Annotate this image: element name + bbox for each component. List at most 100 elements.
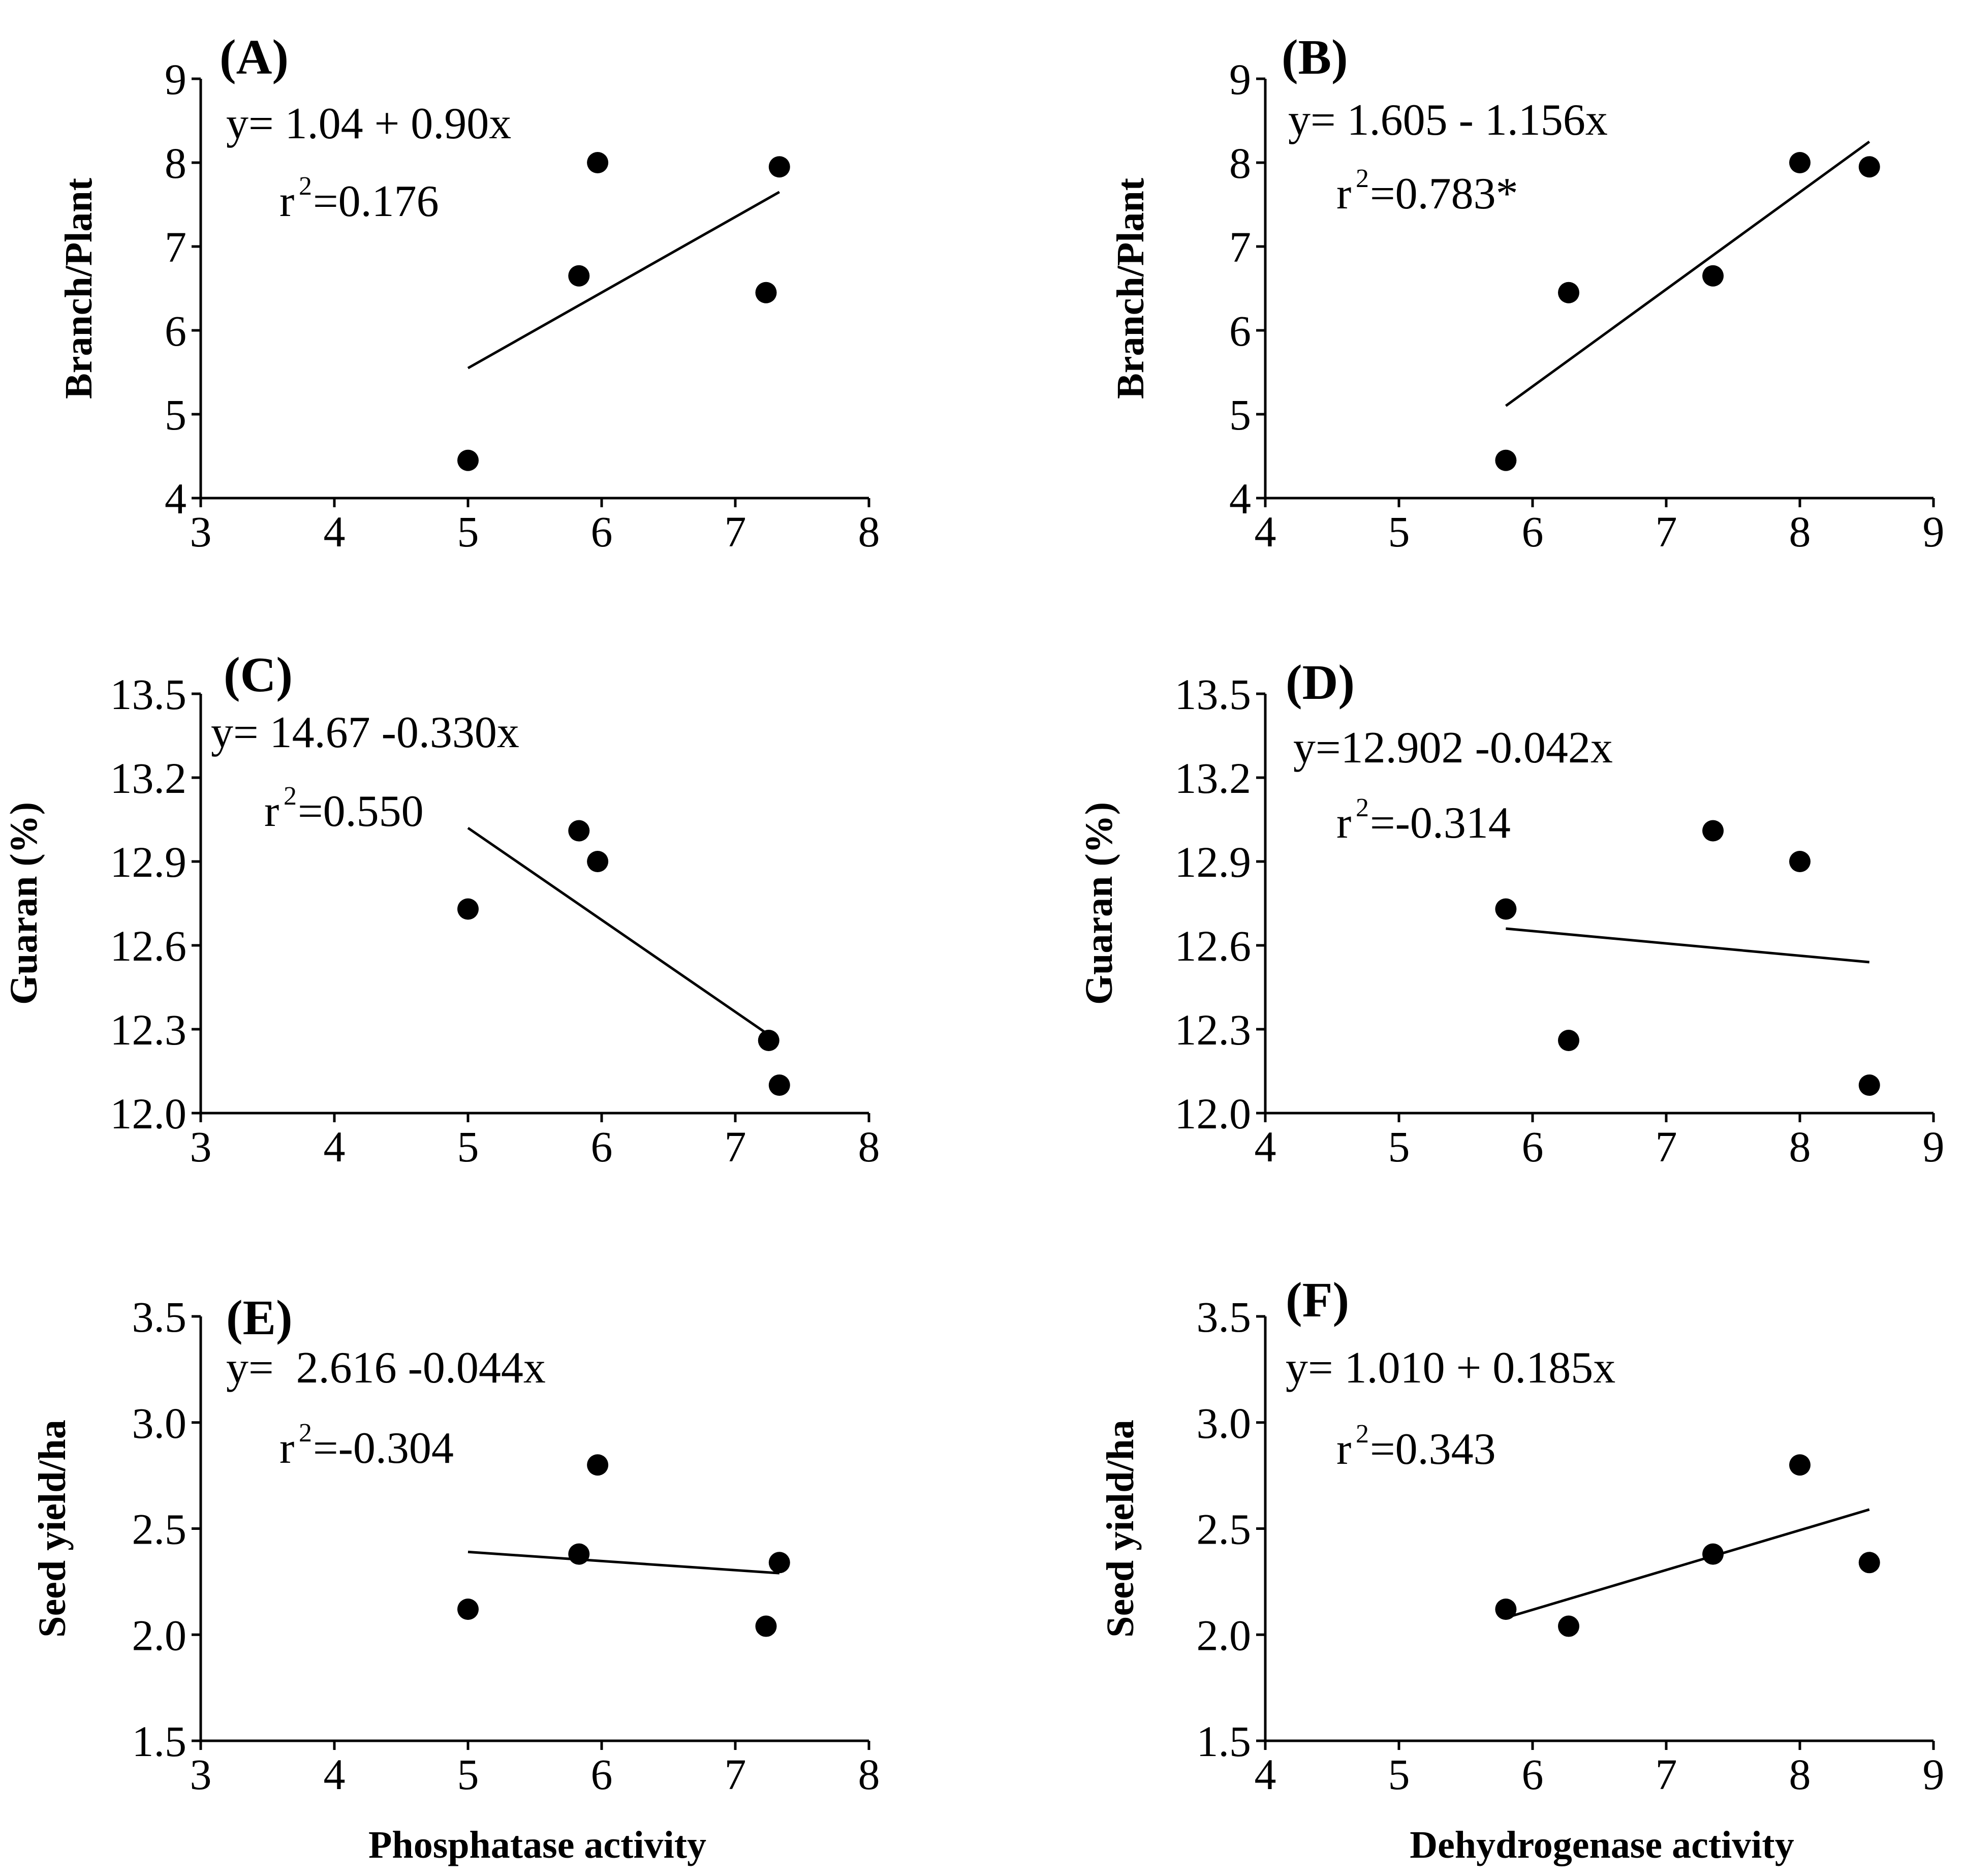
x-tick-label: 5 <box>1388 507 1410 556</box>
y-tick-label: 9 <box>1229 55 1251 104</box>
regression-equation: y= 1.04 + 0.90x <box>226 99 511 148</box>
x-tick-label: 5 <box>457 1122 479 1171</box>
y-axis-title: Branch/Plant <box>57 178 100 399</box>
r-squared-value: =0.343 <box>1370 1425 1496 1474</box>
regression-line <box>467 191 781 370</box>
r-squared-value: =-0.314 <box>1370 798 1511 848</box>
data-point <box>1858 1074 1880 1096</box>
y-tick-label: 13.5 <box>1175 670 1252 719</box>
data-point <box>1858 156 1880 178</box>
regression-line <box>467 826 770 1036</box>
y-axis-title: Branch/Plant <box>1109 178 1152 399</box>
panel-label: (C) <box>224 648 293 702</box>
x-tick-label: 3 <box>190 507 212 556</box>
data-point <box>1789 1454 1811 1476</box>
r-symbol: r <box>279 177 294 226</box>
x-tick-label: 6 <box>1522 1122 1544 1171</box>
y-tick-label: 4 <box>165 474 186 523</box>
r-symbol: r <box>264 787 279 836</box>
x-tick-label: 9 <box>1923 1122 1945 1171</box>
scatter-panel: 4 5 6 7 8 9 1.5 2.0 2.5 3.0 3.5 (F) y= 1.010 + 0.185… <box>1099 1273 1945 1866</box>
data-point <box>1558 1030 1580 1051</box>
x-tick-label: 5 <box>1388 1750 1410 1799</box>
y-axis-title: Guaran (%) <box>3 802 45 1005</box>
data-point <box>768 1552 790 1574</box>
y-tick-label: 1.5 <box>132 1717 187 1766</box>
y-tick-label: 5 <box>165 390 186 439</box>
y-tick-label: 8 <box>165 139 186 188</box>
y-tick-label: 1.5 <box>1197 1717 1252 1766</box>
x-tick-label: 7 <box>1656 507 1677 556</box>
data-point <box>755 1615 777 1637</box>
y-tick-label: 3.0 <box>1197 1399 1252 1448</box>
x-tick-label: 9 <box>1923 1750 1945 1799</box>
superscript-2: 2 <box>1356 793 1369 822</box>
scatter-panel: 4 5 6 7 8 9 12.0 12.3 12.6 12.9 13.2 13.5 (D) y=12.90… <box>1078 655 1945 1171</box>
y-tick-label: 12.0 <box>110 1089 187 1138</box>
superscript-2: 2 <box>299 1419 312 1448</box>
x-tick-label: 7 <box>725 1122 746 1171</box>
r-symbol: r <box>1336 1425 1351 1474</box>
r-squared-label: r 2 =-0.314 <box>1336 793 1511 848</box>
data-point <box>1702 820 1724 842</box>
data-point <box>1702 265 1724 287</box>
x-tick-label: 4 <box>324 1750 346 1799</box>
data-point <box>457 898 479 920</box>
data-point <box>568 820 590 842</box>
r-squared-value: =-0.304 <box>313 1424 454 1473</box>
superscript-2: 2 <box>1356 164 1369 193</box>
y-tick-label: 7 <box>165 223 186 271</box>
x-tick-label: 7 <box>725 507 746 556</box>
regression-equation: y=12.902 -0.042x <box>1293 723 1613 773</box>
y-tick-label: 2.5 <box>132 1505 187 1554</box>
data-point <box>1495 1598 1517 1620</box>
y-tick-label: 3.0 <box>132 1399 187 1448</box>
y-tick-label: 12.0 <box>1175 1089 1252 1138</box>
data-point <box>1495 449 1517 471</box>
data-point <box>457 1598 479 1620</box>
superscript-2: 2 <box>1356 1420 1369 1449</box>
x-tick-label: 4 <box>1255 1122 1276 1171</box>
y-tick-label: 3.5 <box>1197 1293 1252 1341</box>
x-tick-label: 7 <box>1656 1122 1677 1171</box>
x-tick-label: 4 <box>324 1122 346 1171</box>
y-tick-label: 13.5 <box>110 670 187 719</box>
y-tick-label: 6 <box>1229 306 1251 355</box>
y-tick-label: 2.0 <box>132 1611 187 1659</box>
x-tick-label: 5 <box>1388 1122 1410 1171</box>
x-tick-label: 6 <box>591 507 613 556</box>
x-tick-label: 8 <box>858 507 880 556</box>
data-point <box>1789 851 1811 872</box>
x-tick-label: 4 <box>1255 507 1276 556</box>
panel-label: (A) <box>220 30 289 85</box>
data-point <box>1702 1543 1724 1565</box>
r-symbol: r <box>1336 169 1351 219</box>
regression-line <box>1505 1508 1870 1619</box>
data-point <box>587 851 609 872</box>
superscript-2: 2 <box>284 782 297 811</box>
y-tick-label: 7 <box>1229 223 1251 271</box>
regression-line <box>1505 140 1870 407</box>
panel-label: (E) <box>226 1290 293 1345</box>
y-tick-label: 8 <box>1229 139 1251 188</box>
data-point <box>587 1454 609 1476</box>
regression-equation: y= 1.010 + 0.185x <box>1286 1343 1615 1393</box>
y-tick-label: 4 <box>1229 474 1251 523</box>
r-squared-label: r 2 =0.783* <box>1336 164 1518 219</box>
r-squared-value: =0.783* <box>1370 169 1518 219</box>
y-axis-title: Seed yield/ha <box>31 1420 74 1638</box>
y-tick-label: 2.5 <box>1197 1505 1252 1554</box>
x-axis-title: Dehydrogenase activity <box>1410 1824 1794 1866</box>
r-squared-label: r 2 =0.550 <box>264 782 424 836</box>
x-tick-label: 9 <box>1923 507 1945 556</box>
x-tick-label: 3 <box>190 1122 212 1171</box>
r-squared-value: =0.176 <box>313 177 439 226</box>
x-tick-label: 8 <box>1789 507 1811 556</box>
x-tick-label: 8 <box>1789 1122 1811 1171</box>
y-axis-title: Seed yield/ha <box>1099 1420 1142 1638</box>
x-tick-label: 4 <box>1255 1750 1276 1799</box>
regression-line <box>1506 927 1869 964</box>
regression-equation: y= 14.67 -0.330x <box>211 708 519 757</box>
r-squared-label: r 2 =0.176 <box>279 172 439 226</box>
